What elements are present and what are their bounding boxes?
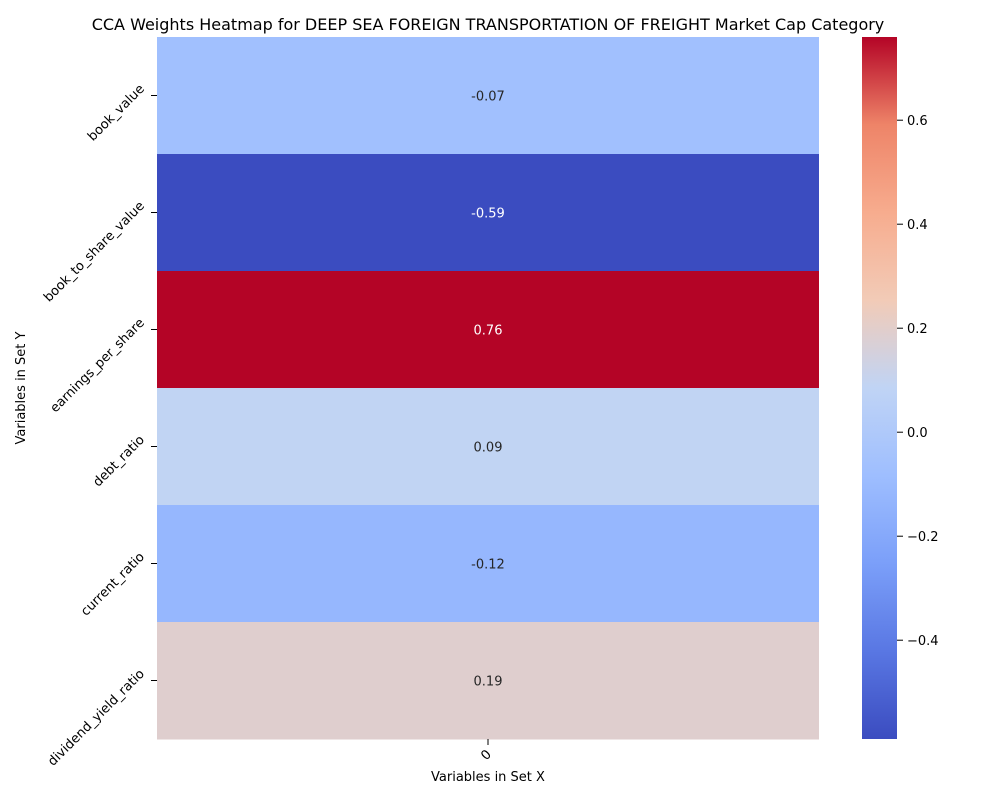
- heatmap-cell: [157, 271, 819, 389]
- y-axis: book_value book_to_share_valueearnings_pe…: [41, 82, 157, 770]
- heatmap-cell: [157, 37, 819, 155]
- y-tick-label: current_ratio: [78, 550, 148, 620]
- colorbar-ticks: −0.4 −0.2 0.0 0.2 0.4 0.6: [897, 114, 939, 649]
- x-axis-label: Variables in Set X: [431, 770, 545, 785]
- cell-value-label: 0.09: [474, 441, 503, 456]
- colorbar-tick-label: −0.2: [907, 530, 939, 545]
- cell-value-label: -0.07: [471, 90, 505, 105]
- colorbar-tick-label: −0.4: [907, 634, 939, 649]
- y-tick-label: book_to_share_value: [41, 199, 148, 306]
- y-tick-label: earnings_per_share: [48, 316, 148, 416]
- x-axis: 0: [478, 739, 495, 764]
- cell-value-label: -0.12: [471, 558, 505, 573]
- heatmap-cell: [157, 505, 819, 623]
- y-tick-label: book_value: [85, 82, 148, 145]
- cell-value-label: 0.19: [474, 675, 503, 690]
- cell-value-label: -0.59: [471, 207, 505, 222]
- y-axis-label: Variables in Set Y: [14, 331, 29, 444]
- heatmap-cell: [157, 388, 819, 506]
- colorbar: [862, 37, 897, 739]
- colorbar-tick-label: 0.2: [907, 322, 928, 337]
- y-tick-label: dividend_yield_ratio: [45, 667, 148, 770]
- heatmap-cell: [157, 622, 819, 740]
- colorbar-tick-label: 0.0: [907, 426, 928, 441]
- cell-value-label: 0.76: [474, 324, 503, 339]
- colorbar-tick-label: 0.6: [907, 114, 928, 129]
- heatmap-cells: -0.07 -0.59 0.76 0.09 -0.12 0.19: [157, 37, 819, 740]
- chart-title: CCA Weights Heatmap for DEEP SEA FOREIGN…: [92, 15, 885, 34]
- heatmap-cell: [157, 154, 819, 272]
- y-tick-label: debt_ratio: [90, 433, 147, 490]
- colorbar-tick-label: 0.4: [907, 218, 928, 233]
- x-tick-label: 0: [478, 747, 494, 763]
